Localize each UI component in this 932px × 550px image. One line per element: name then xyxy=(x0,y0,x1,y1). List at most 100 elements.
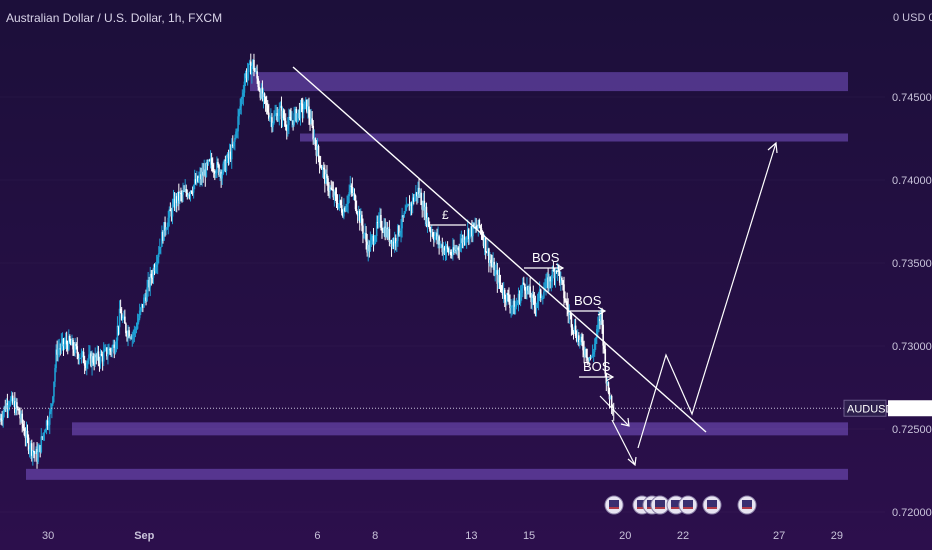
candle-body-273 xyxy=(288,117,290,126)
candle-body-489 xyxy=(516,302,519,305)
candle-body-47 xyxy=(48,411,51,425)
candle-body-231 xyxy=(243,81,246,93)
candle-body-151 xyxy=(158,246,161,254)
candle-body-324 xyxy=(342,212,344,217)
candle-body-428 xyxy=(452,247,454,256)
candle-body-573 xyxy=(605,373,608,384)
candle-body-95 xyxy=(99,354,102,364)
candle-body-70 xyxy=(73,349,75,353)
candle-body-166 xyxy=(174,196,177,209)
candle-body-10 xyxy=(9,398,12,405)
candle-body-118 xyxy=(124,316,126,324)
candle-body-249 xyxy=(262,93,265,99)
candle-body-384 xyxy=(405,205,408,212)
candle-body-422 xyxy=(445,245,448,251)
candle-body-377 xyxy=(398,225,400,235)
zone-3 xyxy=(72,422,848,436)
candle-body-34 xyxy=(35,449,37,454)
event-flag-icon-7 xyxy=(702,495,722,515)
candle-body-137 xyxy=(144,297,146,299)
candle-body-52 xyxy=(54,368,56,382)
candle-body-381 xyxy=(402,215,404,218)
trendline xyxy=(292,66,707,433)
candle-body-479 xyxy=(506,293,508,303)
candle-body-445 xyxy=(470,226,472,231)
candle-body-146 xyxy=(153,267,156,272)
candle-body-264 xyxy=(278,107,281,116)
candle-body-168 xyxy=(176,191,179,204)
candle-body-230 xyxy=(242,92,245,97)
candle-body-286 xyxy=(301,103,304,113)
candle-body-119 xyxy=(125,323,127,334)
candle-body-352 xyxy=(371,235,374,238)
candle-body-107 xyxy=(112,344,115,347)
candle-body-309 xyxy=(326,174,328,179)
candle-body-13 xyxy=(12,401,15,404)
candle-body-540 xyxy=(570,314,573,328)
event-flag-canton-5 xyxy=(671,500,681,507)
candle-body-113 xyxy=(118,308,121,328)
candle-body-278 xyxy=(293,113,295,125)
candle-body-5 xyxy=(4,406,7,411)
candle-body-197 xyxy=(207,160,210,164)
candle-body-564 xyxy=(595,328,598,339)
candle-body-148 xyxy=(155,264,158,268)
symbol-label: AUDUSD xyxy=(847,403,894,415)
y-tick-label-5: 0.72000 xyxy=(892,507,932,519)
candle-body-57 xyxy=(59,348,62,350)
candle-body-472 xyxy=(498,275,501,283)
candle-body-260 xyxy=(274,114,276,116)
candle-body-387 xyxy=(408,204,411,211)
candle-body-65 xyxy=(67,335,70,350)
candle-body-50 xyxy=(52,396,54,404)
candle-body-156 xyxy=(164,222,166,231)
candle-body-364 xyxy=(384,226,386,238)
candle-body-200 xyxy=(210,158,213,165)
candle-body-31 xyxy=(32,450,34,456)
candle-body-334 xyxy=(352,193,355,194)
candle-body-316 xyxy=(333,191,336,198)
candle-body-488 xyxy=(515,304,518,307)
candle-body-6 xyxy=(5,403,8,411)
candle-body-180 xyxy=(189,191,192,195)
candle-body-541 xyxy=(571,327,574,331)
candle-body-463 xyxy=(489,259,491,263)
candle-body-85 xyxy=(89,353,91,355)
y-tick-label-1: 0.74000 xyxy=(892,175,932,187)
candle-body-531 xyxy=(561,277,563,281)
candle-body-205 xyxy=(216,161,218,173)
candle-body-424 xyxy=(447,248,450,253)
candle-body-53 xyxy=(55,349,57,369)
price-label-bg xyxy=(888,400,932,417)
candle-body-217 xyxy=(228,151,231,158)
candle-body-154 xyxy=(162,231,164,241)
candle-body-106 xyxy=(111,346,113,352)
candle-body-169 xyxy=(178,191,180,201)
candle-body-36 xyxy=(37,452,39,462)
candle-body-303 xyxy=(319,165,322,167)
candle-body-354 xyxy=(373,241,376,245)
candle-body-380 xyxy=(401,215,403,229)
candle-body-520 xyxy=(549,276,552,282)
candle-body-33 xyxy=(34,452,36,454)
candle-body-378 xyxy=(399,232,401,235)
candle-body-49 xyxy=(51,403,53,410)
candle-body-508 xyxy=(536,301,539,304)
candle-body-75 xyxy=(78,358,81,360)
candle-body-481 xyxy=(508,295,510,303)
candle-body-363 xyxy=(383,226,385,233)
candle-body-172 xyxy=(181,193,183,195)
candle-body-502 xyxy=(530,297,532,303)
candle-body-55 xyxy=(57,348,59,355)
candle-body-83 xyxy=(87,360,89,363)
candle-body-559 xyxy=(590,356,593,358)
candle-body-513 xyxy=(542,297,544,299)
candle-body-252 xyxy=(265,102,268,106)
candle-body-312 xyxy=(329,187,331,192)
candle-body-101 xyxy=(106,347,108,357)
candle-body-44 xyxy=(45,420,48,431)
candle-body-510 xyxy=(538,289,541,294)
candle-body-402 xyxy=(424,206,427,217)
